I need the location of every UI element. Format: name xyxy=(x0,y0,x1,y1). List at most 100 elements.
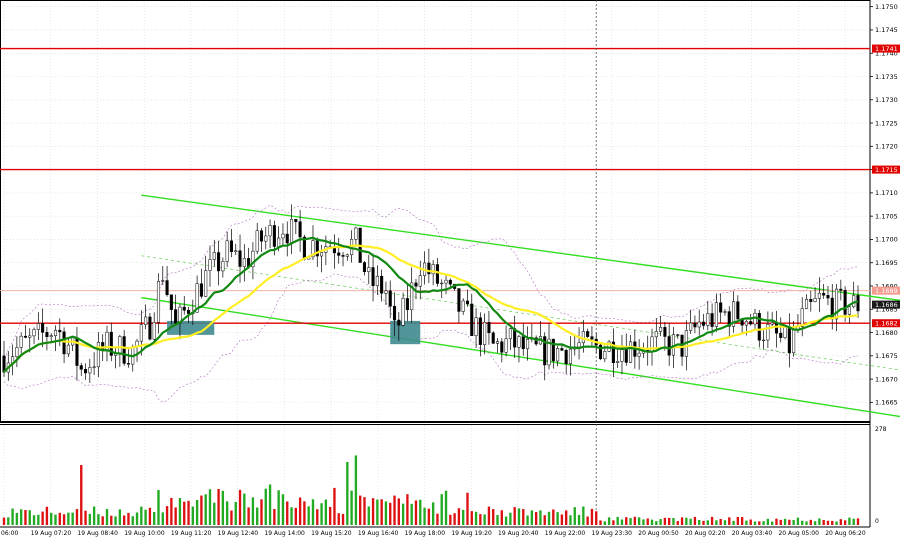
volume-bar xyxy=(577,514,581,525)
price-tick-label: 1.1735 xyxy=(875,73,898,81)
volume-bar xyxy=(178,498,182,525)
candle-body xyxy=(521,336,525,350)
volume-bar xyxy=(238,489,242,525)
volume-bar xyxy=(728,517,731,525)
candle-body xyxy=(208,259,212,271)
candle-body xyxy=(616,361,620,364)
volume-bar xyxy=(80,465,83,525)
time-tick-label: 19 Aug 08:40 xyxy=(77,530,118,537)
candle-body xyxy=(676,334,680,336)
volume-bar xyxy=(88,513,92,525)
candle-body xyxy=(586,331,590,337)
volume-bar xyxy=(474,511,478,525)
candle-body xyxy=(92,366,96,368)
candle-body xyxy=(792,329,796,354)
volume-bar xyxy=(225,501,229,525)
volume-bar xyxy=(766,518,770,525)
volume-max-label: 278 xyxy=(875,426,887,433)
volume-bar xyxy=(157,489,160,525)
candle-body xyxy=(431,264,435,275)
candle-body xyxy=(199,283,203,297)
volume-bar xyxy=(517,508,521,525)
volume-bar xyxy=(762,521,765,525)
volume-bar xyxy=(200,495,203,525)
volume-bar xyxy=(719,518,722,525)
candle-body xyxy=(457,288,461,312)
volume-bar xyxy=(680,517,684,525)
candle-body xyxy=(234,250,238,253)
volume-bar xyxy=(633,516,637,525)
volume-bar xyxy=(706,520,709,525)
time-tick-label: 20 Aug 00:50 xyxy=(638,530,679,537)
candle-body xyxy=(749,321,753,325)
candle-body xyxy=(371,267,375,286)
candle-body xyxy=(118,336,122,354)
volume-bar xyxy=(749,519,752,525)
volume-bar xyxy=(75,509,79,525)
volume-bar xyxy=(423,507,426,525)
candle-body xyxy=(320,252,324,257)
candle-body xyxy=(388,290,392,307)
candle-body xyxy=(444,279,448,284)
candle-body xyxy=(148,316,152,340)
candle-body xyxy=(405,298,409,310)
price-tick-label: 1.1740 xyxy=(875,50,898,58)
candle-body xyxy=(45,332,49,337)
candle-body xyxy=(195,283,199,313)
current-price-tag-bg xyxy=(872,300,900,309)
volume-bar xyxy=(685,517,688,525)
candle-body xyxy=(186,309,191,314)
volume-bar xyxy=(590,508,594,525)
candle-body xyxy=(478,317,482,345)
candle-body xyxy=(225,240,229,262)
candle-body xyxy=(66,344,70,355)
volume-bar xyxy=(144,509,147,525)
volume-bar xyxy=(376,499,379,525)
volume-bar xyxy=(213,502,216,525)
candle-body xyxy=(58,329,62,333)
volume-bar xyxy=(582,506,585,525)
price-tick-label: 1.1690 xyxy=(875,282,898,290)
volume-bar xyxy=(710,516,714,525)
volume-bar xyxy=(32,515,36,525)
volume-bar xyxy=(466,492,469,525)
volume-bar xyxy=(732,520,735,525)
candle-body xyxy=(41,323,45,333)
volume-bar xyxy=(311,499,315,525)
volume-bar xyxy=(788,519,791,525)
volume-bar xyxy=(97,514,100,525)
volume-bar xyxy=(303,501,306,525)
volume-bar xyxy=(818,518,821,525)
candle-body xyxy=(491,332,495,344)
volume-bar xyxy=(54,514,57,525)
price-tick-label: 1.1700 xyxy=(875,236,898,244)
candle-body xyxy=(362,262,367,272)
candle-body xyxy=(465,300,470,305)
candle-body xyxy=(461,300,465,312)
volume-bar xyxy=(779,519,782,525)
candle-body xyxy=(212,252,216,260)
volume-bar xyxy=(444,490,448,525)
candle-body xyxy=(779,332,783,338)
candle-body xyxy=(418,275,422,287)
candle-body xyxy=(470,303,474,336)
time-tick-label: 20 Aug 05:00 xyxy=(778,530,819,537)
volume-bar xyxy=(268,484,272,525)
candle-body xyxy=(427,262,431,275)
volume-bar xyxy=(19,509,23,525)
candle-body xyxy=(341,255,345,257)
candle-body xyxy=(637,352,641,357)
candle-body xyxy=(156,280,161,323)
volume-bar xyxy=(822,520,825,525)
candle-body xyxy=(732,301,736,327)
volume-bar xyxy=(556,512,559,525)
volume-bar xyxy=(281,494,285,525)
volume-bar xyxy=(848,517,851,525)
candle-body xyxy=(32,329,36,337)
volume-bar xyxy=(745,520,748,525)
candle-body xyxy=(667,336,671,356)
entry-signal-box xyxy=(390,320,421,345)
candle-body xyxy=(817,292,821,299)
volume-bar xyxy=(363,497,366,525)
